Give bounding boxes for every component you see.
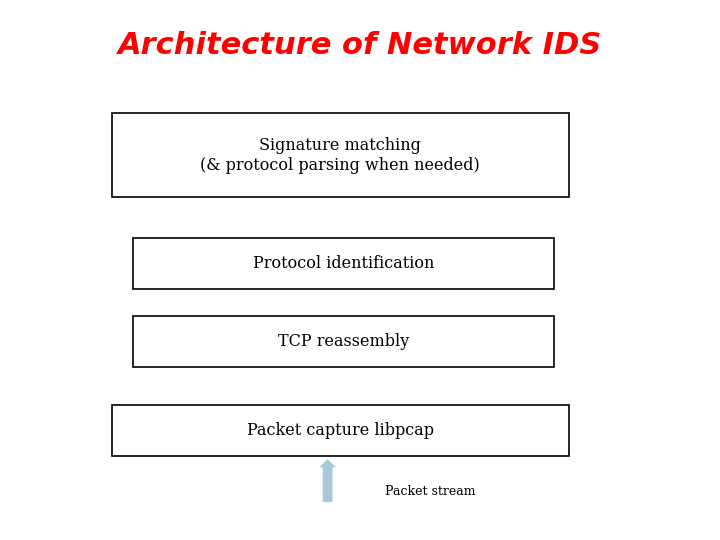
Bar: [133, 316, 554, 367]
Text: Signature matching
(& protocol parsing when needed): Signature matching (& protocol parsing w…: [200, 137, 480, 173]
Text: Architecture of Network IDS: Architecture of Network IDS: [118, 31, 602, 60]
Bar: [112, 113, 569, 197]
Text: TCP reassembly: TCP reassembly: [278, 333, 410, 350]
Bar: [133, 238, 554, 289]
Text: Packet stream: Packet stream: [385, 485, 476, 498]
Text: Packet capture libpcap: Packet capture libpcap: [247, 422, 433, 439]
Bar: [112, 405, 569, 456]
Text: Protocol identification: Protocol identification: [253, 255, 434, 272]
